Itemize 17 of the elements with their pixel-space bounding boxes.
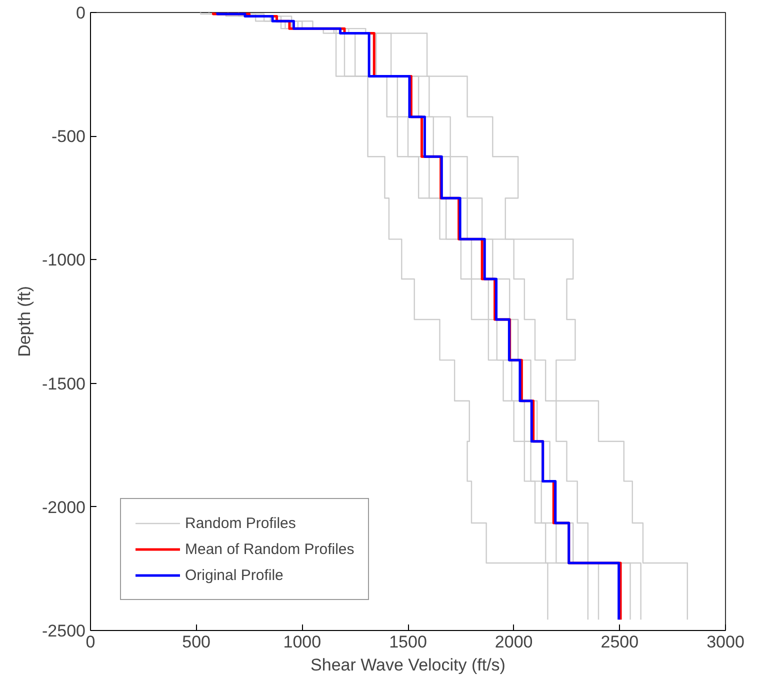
y-tick-label: -1500 bbox=[42, 374, 86, 394]
legend-label: Original Profile bbox=[185, 566, 284, 584]
x-tick-label: 1500 bbox=[389, 632, 427, 652]
y-tick-label: -500 bbox=[51, 127, 86, 146]
legend-label: Random Profiles bbox=[185, 514, 296, 532]
x-tick-label: 3000 bbox=[706, 632, 744, 652]
y-tick-label: -2500 bbox=[42, 622, 86, 640]
y-axis-title: Depth (ft) bbox=[15, 286, 34, 357]
x-tick-label: 2000 bbox=[494, 632, 533, 652]
x-tick-label: 2500 bbox=[600, 632, 639, 652]
legend-label: Mean of Random Profiles bbox=[185, 540, 354, 558]
y-tick-label: -1000 bbox=[42, 250, 86, 270]
x-axis-title: Shear Wave Velocity (ft/s) bbox=[310, 656, 506, 674]
x-tick-label: 1000 bbox=[283, 632, 322, 652]
x-tick-label: 500 bbox=[182, 632, 211, 652]
y-tick-label: -2000 bbox=[42, 498, 86, 517]
y-tick-label: 0 bbox=[76, 4, 86, 22]
